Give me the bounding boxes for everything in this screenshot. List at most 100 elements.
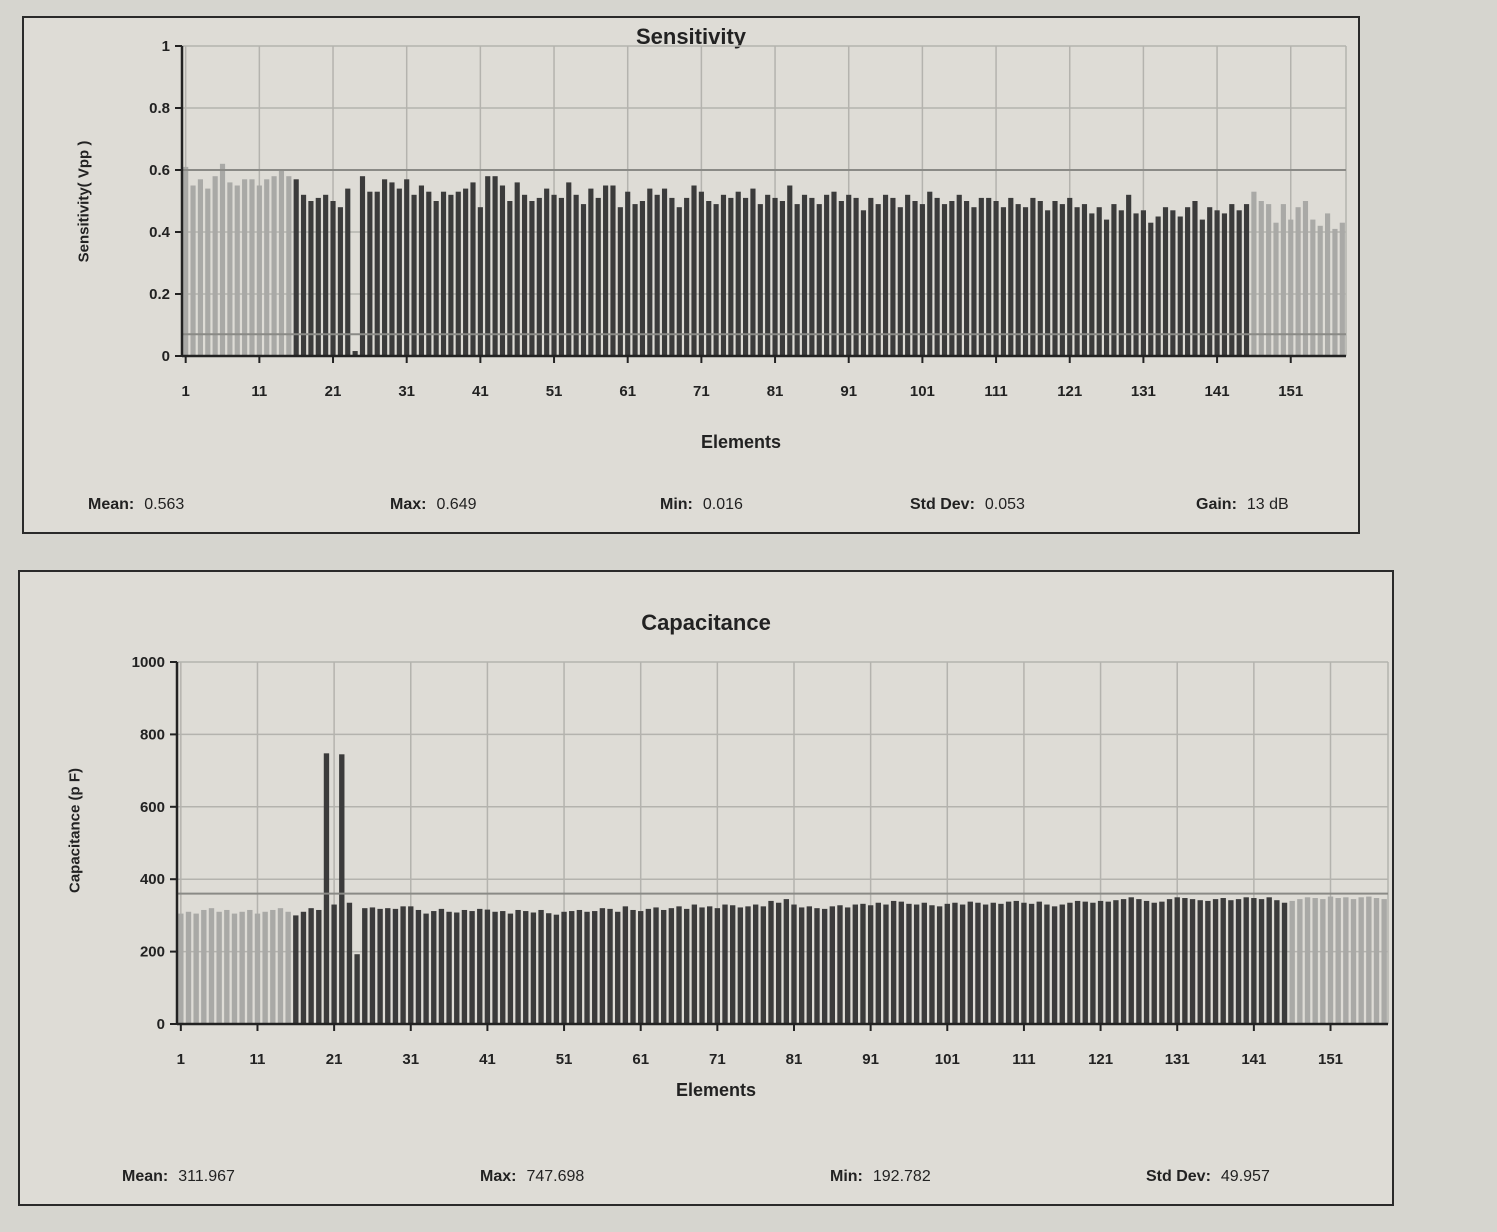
bar-element-61 <box>625 191 631 356</box>
bar-element-144 <box>1236 210 1242 356</box>
bar-element-130 <box>1166 899 1173 1024</box>
x-tick-label: 61 <box>619 383 636 400</box>
bar-element-145 <box>1281 902 1288 1024</box>
bar-element-62 <box>632 204 638 356</box>
stat-value: 0.053 <box>984 496 1025 513</box>
stat-item: Max: 0.649 <box>390 496 477 514</box>
bar-element-151 <box>1288 219 1294 356</box>
bar-element-50 <box>544 188 550 356</box>
bar-element-45 <box>515 909 521 1024</box>
bar-element-7 <box>227 182 233 356</box>
bar-element-109 <box>978 197 984 356</box>
stat-label: Max: <box>480 1168 517 1185</box>
bar-element-68 <box>691 904 698 1024</box>
bar-element-94 <box>868 197 874 356</box>
bar-element-57 <box>595 197 601 356</box>
bar-element-36 <box>446 911 452 1024</box>
bar-element-1 <box>178 913 184 1024</box>
bar-element-151 <box>1327 896 1334 1024</box>
bar-element-83 <box>806 906 813 1024</box>
bar-element-150 <box>1320 899 1326 1024</box>
bar-element-47 <box>521 194 528 356</box>
bar-element-23 <box>346 902 353 1024</box>
bar-element-50 <box>553 914 560 1024</box>
bar-element-134 <box>1162 207 1169 356</box>
y-tick-label: 400 <box>140 871 165 888</box>
bar-element-10 <box>249 179 255 356</box>
bar-element-74 <box>737 907 744 1024</box>
bar-element-145 <box>1243 204 1250 356</box>
bar-element-9 <box>239 911 245 1024</box>
bar-element-82 <box>779 201 785 356</box>
bar-element-79 <box>775 902 782 1024</box>
bar-element-92 <box>875 902 881 1024</box>
bar-element-41 <box>484 909 491 1024</box>
sensitivity-plot: 00.20.40.60.811 11 21 31 41 51 61 71 81 91 101 111 1… <box>149 38 1347 400</box>
bar-element-2 <box>190 185 196 356</box>
x-tick-label: 41 <box>472 383 489 400</box>
bar-element-19 <box>316 909 322 1024</box>
bar-element-65 <box>654 194 660 356</box>
bar-element-133 <box>1189 899 1196 1024</box>
bar-element-10 <box>247 909 253 1024</box>
stat-item: Mean: 0.563 <box>88 496 184 514</box>
bar-element-35 <box>433 201 439 356</box>
bar-element-69 <box>684 197 690 356</box>
bar-element-91 <box>846 194 852 356</box>
bar-element-2 <box>185 911 192 1024</box>
bar-element-72 <box>706 201 712 356</box>
bar-element-136 <box>1212 899 1219 1024</box>
stat-value: 0.016 <box>702 496 743 513</box>
bar-element-134 <box>1197 900 1203 1024</box>
bar-element-111 <box>993 201 999 356</box>
bar-element-99 <box>905 194 911 356</box>
bar-element-29 <box>389 182 395 356</box>
bar-element-64 <box>647 188 653 356</box>
bar-element-33 <box>418 185 425 356</box>
bar-element-12 <box>262 911 268 1024</box>
bar-element-20 <box>323 194 329 356</box>
stat-value: 192.782 <box>872 1168 931 1185</box>
bar-element-26 <box>367 191 373 356</box>
bar-element-44 <box>499 185 506 356</box>
bar-element-41 <box>477 207 483 356</box>
bar-element-48 <box>529 201 535 356</box>
bar-element-46 <box>514 182 520 356</box>
x-tick-label: 21 <box>325 383 342 400</box>
bar-element-126 <box>1103 219 1110 356</box>
bar-element-35 <box>438 908 445 1024</box>
bar-element-90 <box>860 903 866 1024</box>
bar-element-126 <box>1136 899 1142 1024</box>
x-tick-label: 131 <box>1165 1051 1190 1068</box>
bar-element-32 <box>411 194 417 356</box>
x-tick-label: 61 <box>632 1051 649 1068</box>
bar-element-76 <box>735 191 741 356</box>
bar-element-125 <box>1096 207 1102 356</box>
bar-element-136 <box>1177 216 1183 356</box>
bar-element-47 <box>530 912 537 1024</box>
bar-element-54 <box>584 911 590 1024</box>
bar-element-107 <box>990 902 996 1024</box>
bar-element-93 <box>883 904 889 1024</box>
bar-element-51 <box>551 194 557 356</box>
bar-element-69 <box>699 907 705 1024</box>
bar-element-135 <box>1170 210 1176 356</box>
bar-element-30 <box>396 188 402 356</box>
bar-element-52 <box>558 197 564 356</box>
bar-element-122 <box>1074 207 1080 356</box>
stat-value: 747.698 <box>526 1168 585 1185</box>
bar-element-155 <box>1358 897 1364 1024</box>
x-tick-label: 51 <box>546 383 563 400</box>
bar-element-21 <box>331 904 337 1024</box>
bar-element-146 <box>1289 900 1295 1024</box>
bar-element-40 <box>477 908 483 1024</box>
x-tick-label: 101 <box>935 1051 960 1068</box>
bar-element-4 <box>201 909 207 1024</box>
bar-element-1 <box>183 166 189 356</box>
bar-element-82 <box>798 907 805 1024</box>
bar-element-91 <box>867 905 874 1024</box>
bar-element-59 <box>622 906 629 1024</box>
bar-element-58 <box>603 185 609 356</box>
bar-element-123 <box>1081 204 1088 356</box>
bar-element-42 <box>485 176 491 356</box>
